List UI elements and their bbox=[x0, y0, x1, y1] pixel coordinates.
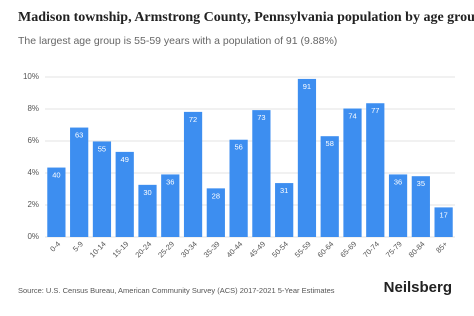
x-tick-label: 0-4 bbox=[48, 239, 62, 253]
x-tick-label: 35-39 bbox=[202, 239, 222, 259]
bar bbox=[388, 174, 408, 237]
data-label: 63 bbox=[75, 131, 83, 140]
data-label: 35 bbox=[417, 179, 425, 188]
y-tick-label: 4% bbox=[27, 168, 39, 177]
y-tick-label: 2% bbox=[27, 200, 39, 209]
x-tick-label: 85+ bbox=[434, 239, 450, 255]
data-label: 28 bbox=[212, 191, 220, 200]
x-tick-label: 5-9 bbox=[71, 239, 85, 253]
x-tick-label: 80-84 bbox=[407, 239, 427, 259]
x-tick-label: 40-44 bbox=[224, 239, 244, 259]
data-label: 36 bbox=[394, 177, 402, 186]
data-label: 77 bbox=[371, 106, 379, 115]
bar bbox=[275, 183, 294, 237]
data-label: 58 bbox=[326, 139, 334, 148]
data-label: 91 bbox=[303, 82, 311, 91]
data-label: 74 bbox=[348, 112, 356, 121]
bar bbox=[206, 188, 225, 237]
bar bbox=[70, 127, 89, 237]
chart-title: Madison township, Armstrong County, Penn… bbox=[18, 10, 474, 25]
data-label: 55 bbox=[98, 144, 106, 153]
x-tick-label: 70-74 bbox=[361, 239, 381, 259]
bar bbox=[252, 110, 271, 237]
x-tick-label: 30-34 bbox=[179, 239, 199, 259]
bar bbox=[366, 103, 385, 238]
bar bbox=[138, 184, 157, 237]
bar bbox=[320, 136, 339, 237]
data-label: 17 bbox=[439, 210, 447, 219]
x-tick-label: 50-54 bbox=[270, 239, 290, 259]
bar bbox=[115, 151, 134, 237]
x-tick-label: 55-59 bbox=[293, 239, 313, 259]
x-tick-label: 60-64 bbox=[316, 239, 336, 259]
source: Source: U.S. Census Bureau, American Com… bbox=[18, 286, 335, 295]
data-label: 40 bbox=[52, 171, 60, 180]
x-tick-label: 20-24 bbox=[133, 239, 153, 259]
x-tick-label: 45-49 bbox=[247, 239, 267, 259]
data-label: 56 bbox=[234, 143, 242, 152]
x-tick-label: 75-79 bbox=[384, 239, 404, 259]
y-tick-label: 10% bbox=[23, 72, 39, 81]
bar bbox=[229, 139, 248, 237]
bar bbox=[297, 78, 317, 237]
bar bbox=[92, 141, 112, 237]
bar bbox=[434, 207, 453, 237]
y-tick-label: 6% bbox=[27, 136, 39, 145]
bar bbox=[47, 167, 66, 237]
data-label: 36 bbox=[166, 177, 174, 186]
x-tick-label: 25-29 bbox=[156, 239, 176, 259]
brand: Neilsberg bbox=[384, 279, 452, 296]
data-label: 72 bbox=[189, 115, 197, 124]
y-tick-label: 8% bbox=[27, 104, 39, 113]
data-label: 31 bbox=[280, 186, 288, 195]
bar bbox=[183, 111, 203, 237]
y-tick-label: 0% bbox=[27, 232, 39, 241]
data-label: 49 bbox=[121, 155, 129, 164]
chart-subtitle: The largest age group is 55-59 years wit… bbox=[18, 35, 337, 47]
data-label: 30 bbox=[143, 188, 151, 197]
data-label: 73 bbox=[257, 113, 265, 122]
bar bbox=[411, 176, 430, 237]
x-tick-label: 10-14 bbox=[88, 239, 108, 259]
x-tick-label: 15-19 bbox=[111, 239, 131, 259]
bar bbox=[343, 108, 362, 238]
bar bbox=[161, 174, 180, 237]
x-tick-label: 65-69 bbox=[338, 239, 358, 259]
